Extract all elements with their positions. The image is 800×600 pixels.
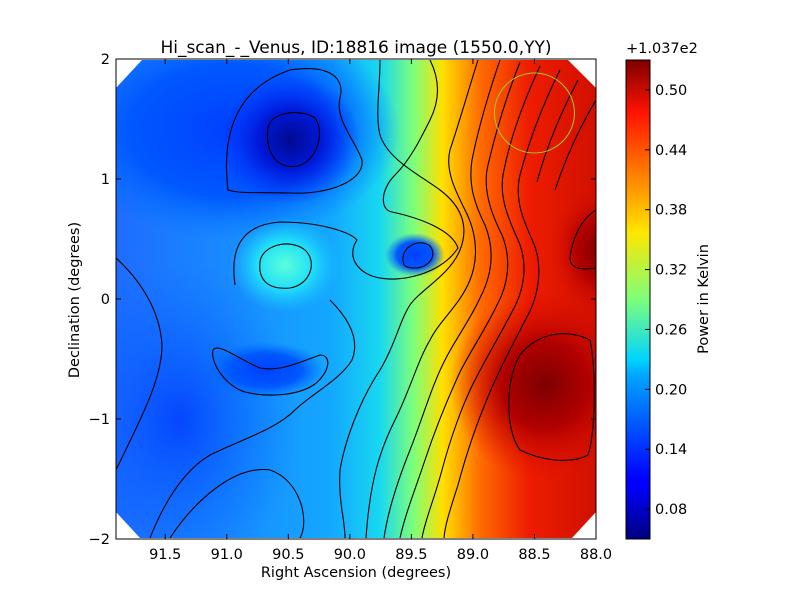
colorbar-label: Power in Kelvin <box>696 244 712 354</box>
y-tick-label: −1 <box>89 412 110 428</box>
colorbar-tick-label: 0.08 <box>655 502 687 518</box>
colorbar-tick-label: 0.32 <box>655 263 687 279</box>
y-tick-label: 2 <box>101 52 110 68</box>
colorbar-tick-label: 0.20 <box>655 382 687 398</box>
contour-lines <box>116 60 596 538</box>
y-tick-label: 0 <box>101 292 110 308</box>
colorbar-offset-label: +1.037e2 <box>626 41 698 57</box>
y-axis-label: Declination (degrees) <box>67 222 83 378</box>
x-tick-label: 91.5 <box>149 547 181 563</box>
y-tick-label: 1 <box>101 172 110 188</box>
x-tick-label: 88.0 <box>580 547 612 563</box>
beam-marker-circle <box>493 72 575 154</box>
colorbar <box>625 59 651 540</box>
colorbar-tick-label: 0.38 <box>655 203 687 219</box>
x-tick-label: 91.0 <box>211 547 243 563</box>
colorbar-tick-label: 0.26 <box>655 322 687 338</box>
x-tick-label: 88.5 <box>518 547 550 563</box>
chart-title: Hi_scan_-_Venus, ID:18816 image (1550.0,… <box>160 38 551 58</box>
colorbar-tick-label: 0.44 <box>655 143 687 159</box>
x-tick-label: 89.5 <box>395 547 427 563</box>
x-axis: 91.5 91.0 90.5 90.0 89.5 89.0 88.5 88.0 <box>149 59 612 563</box>
y-axis: 2 1 0 −1 −2 <box>89 52 596 548</box>
x-axis-label: Right Ascension (degrees) <box>261 565 451 581</box>
colorbar-ticks: 0.50 0.44 0.38 0.32 0.26 0.20 0.14 0.08 <box>645 83 687 518</box>
colorbar-tick-label: 0.50 <box>655 83 687 99</box>
x-tick-label: 90.0 <box>334 547 366 563</box>
y-tick-label: −2 <box>89 532 110 548</box>
x-tick-label: 89.0 <box>457 547 489 563</box>
x-tick-label: 90.5 <box>272 547 304 563</box>
colorbar-tick-label: 0.14 <box>655 442 687 458</box>
